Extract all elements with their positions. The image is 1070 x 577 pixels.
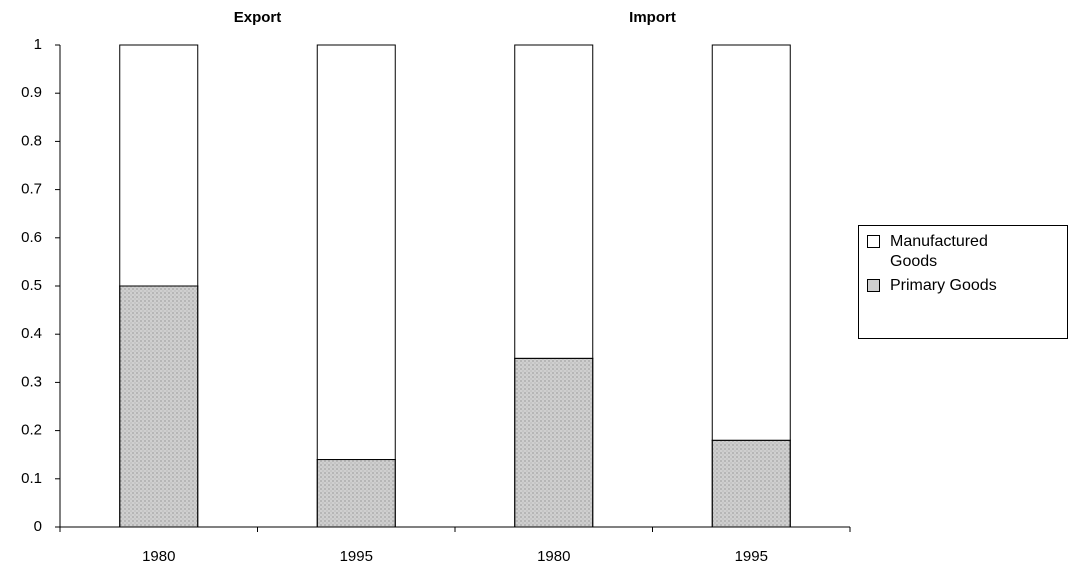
y-tick-label: 0.3 (21, 373, 42, 390)
legend-swatch (867, 235, 880, 248)
bar-segment (711, 44, 791, 441)
bar-segment (119, 44, 199, 287)
y-tick-label: 1 (34, 36, 42, 53)
y-tick-label: 0.1 (21, 470, 42, 487)
y-tick-label: 0.6 (21, 229, 42, 246)
legend: Manufactured Goods Primary Goods (858, 225, 1068, 339)
y-tick-label: 0 (34, 518, 42, 535)
legend-label: Manufactured Goods (890, 233, 988, 270)
y-tick-label: 0.4 (21, 325, 42, 342)
bar-texture (316, 459, 396, 528)
x-tick-label: 1980 (142, 548, 175, 565)
legend-swatch (867, 279, 880, 292)
legend-item: Manufactured Goods (867, 232, 1059, 272)
x-tick-label: 1995 (735, 548, 768, 565)
y-tick-label: 0.5 (21, 277, 42, 294)
y-tick-label: 0.2 (21, 422, 42, 439)
bar-texture (514, 357, 594, 528)
bar-segment (316, 44, 396, 461)
y-tick-label: 0.7 (21, 181, 42, 198)
bar-texture (711, 439, 791, 528)
group-label: Export (234, 9, 282, 26)
legend-item: Primary Goods (867, 276, 1059, 296)
bar-texture (119, 285, 199, 528)
x-tick-label: 1995 (340, 548, 373, 565)
bar-segment (514, 44, 594, 359)
legend-label: Primary Goods (890, 277, 997, 294)
y-tick-label: 0.9 (21, 84, 42, 101)
group-label: Import (629, 9, 676, 26)
y-tick-label: 0.8 (21, 132, 42, 149)
x-tick-label: 1980 (537, 548, 570, 565)
